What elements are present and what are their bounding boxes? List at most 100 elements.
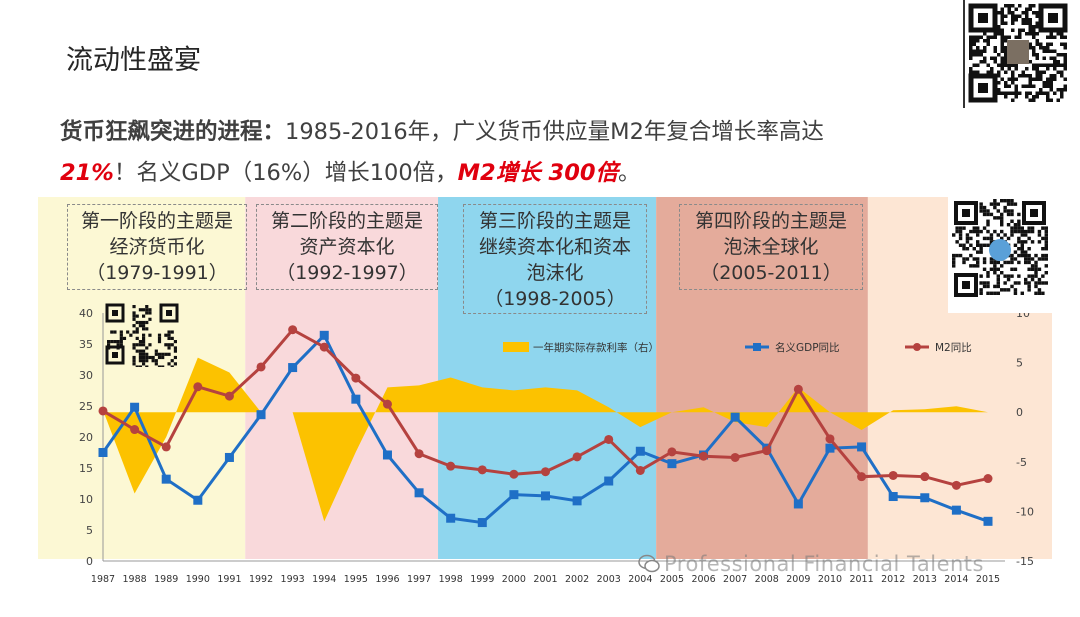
x-tick-label: 2013 — [913, 574, 937, 585]
m2-point — [256, 362, 266, 372]
phase-background-2 — [245, 197, 439, 559]
x-tick-label: 2001 — [533, 574, 557, 585]
x-tick-label: 2010 — [818, 574, 842, 585]
legend-label-2: 名义GDP同比 — [775, 341, 840, 354]
x-tick-label: 2005 — [660, 574, 684, 585]
gdp-point — [256, 410, 266, 420]
right-tick-label: -10 — [1016, 505, 1034, 518]
gdp-point — [635, 446, 645, 456]
gdp-point — [193, 495, 203, 505]
x-tick-label: 1990 — [186, 574, 210, 585]
m2-point — [98, 406, 108, 416]
left-tick-label: 35 — [79, 338, 93, 351]
watermark-text: Professional Financial Talents — [664, 552, 984, 576]
m2-point — [414, 449, 424, 459]
m2-point — [541, 467, 550, 477]
m2-point — [224, 391, 234, 401]
x-tick-label: 1999 — [470, 574, 494, 585]
left-tick-label: 30 — [79, 369, 93, 382]
m2-point — [699, 451, 709, 461]
m2-point — [572, 452, 582, 462]
x-tick-label: 1996 — [375, 574, 399, 585]
phase-1-line-3: （1979-1991） — [86, 262, 228, 284]
left-tick-label: 15 — [79, 462, 93, 475]
gdp-point — [414, 488, 424, 498]
gdp-point — [572, 496, 582, 506]
headline-highlight-1: 21% — [60, 160, 114, 186]
gdp-point — [130, 402, 140, 412]
headline-highlight-2: M2增长 300倍 — [457, 160, 619, 186]
x-tick-label: 2007 — [723, 574, 747, 585]
x-tick-label: 1993 — [281, 574, 305, 585]
x-tick-label: 1989 — [154, 574, 178, 585]
m2-point — [825, 434, 835, 444]
phase-1-line-1: 第一阶段的主题是 — [80, 210, 233, 232]
m2-point — [446, 461, 456, 471]
qr-code-chart — [103, 301, 181, 375]
phase-4-line-3: （2005-2011） — [700, 262, 842, 284]
phase-2-line-3: （1992-1997） — [276, 262, 418, 284]
headline: 货币狂飙突进的进程：1985-2016年，广义货币供应量M2年复合增长率高达 21… — [60, 112, 990, 194]
phase-3-line-4: （1998-2005） — [484, 288, 626, 310]
m2-point — [382, 399, 392, 409]
headline-text-2: ！名义GDP（16%）增长100倍， — [113, 160, 458, 186]
phase-4-line-2: 泡沫全球化 — [723, 236, 819, 258]
m2-point — [477, 465, 487, 475]
m2-point — [730, 452, 740, 462]
x-tick-label: 2008 — [755, 574, 779, 585]
phase-4-label: 第四阶段的主题是 泡沫全球化 （2005-2011） — [679, 204, 863, 290]
left-tick-label: 40 — [79, 307, 93, 320]
gdp-point — [161, 474, 171, 484]
headline-lead: 货币狂飙突进的进程： — [60, 119, 286, 145]
x-tick-label: 1988 — [123, 574, 147, 585]
phase-4-line-1: 第四阶段的主题是 — [694, 210, 847, 232]
gdp-point — [983, 516, 993, 526]
m2-point — [762, 446, 772, 456]
x-tick-label: 1991 — [217, 574, 241, 585]
qr-code-panel — [948, 195, 1052, 313]
x-tick-label: 1992 — [249, 574, 273, 585]
gdp-point — [382, 450, 392, 460]
m2-point — [857, 472, 867, 482]
qr-code-top-right-graphic — [968, 3, 1068, 103]
right-tick-label: 5 — [1016, 357, 1023, 370]
legend-swatch-marker-gdp — [753, 343, 761, 351]
qr-code-panel-graphic — [952, 199, 1048, 297]
x-tick-label: 2006 — [691, 574, 715, 585]
gdp-point — [541, 491, 550, 501]
m2-point — [161, 442, 171, 452]
phase-1-label: 第一阶段的主题是 经济货币化 （1979-1991） — [67, 204, 247, 290]
m2-point — [951, 480, 961, 490]
qr-code-chart-graphic — [105, 303, 179, 375]
x-tick-label: 2004 — [628, 574, 652, 585]
x-tick-label: 1987 — [91, 574, 115, 585]
x-tick-label: 1995 — [344, 574, 368, 585]
x-tick-label: 2015 — [976, 574, 1000, 585]
gdp-point — [793, 499, 803, 509]
gdp-point — [351, 394, 361, 404]
phase-3-label: 第三阶段的主题是 继续资本化和资本 泡沫化 （1998-2005） — [463, 204, 647, 314]
x-tick-label: 2014 — [944, 574, 968, 585]
gdp-point — [857, 442, 867, 452]
x-tick-label: 1997 — [407, 574, 431, 585]
right-tick-label: -15 — [1016, 555, 1034, 568]
x-tick-label: 2011 — [849, 574, 873, 585]
qr-code-top-right — [963, 0, 1073, 108]
gdp-point — [288, 363, 298, 373]
phase-3-line-3: 泡沫化 — [526, 262, 584, 284]
left-tick-label: 20 — [79, 431, 93, 444]
gdp-point — [667, 459, 677, 469]
wechat-icon — [638, 554, 660, 574]
left-tick-label: 5 — [86, 524, 93, 537]
m2-point — [635, 465, 645, 475]
gdp-point — [730, 412, 740, 422]
gdp-point — [319, 330, 329, 340]
right-tick-label: 0 — [1016, 406, 1023, 419]
left-tick-label: 10 — [79, 493, 93, 506]
x-tick-label: 2000 — [502, 574, 526, 585]
phase-2-line-1: 第二阶段的主题是 — [270, 210, 423, 232]
m2-point — [888, 470, 898, 480]
phase-background-4 — [656, 197, 868, 559]
